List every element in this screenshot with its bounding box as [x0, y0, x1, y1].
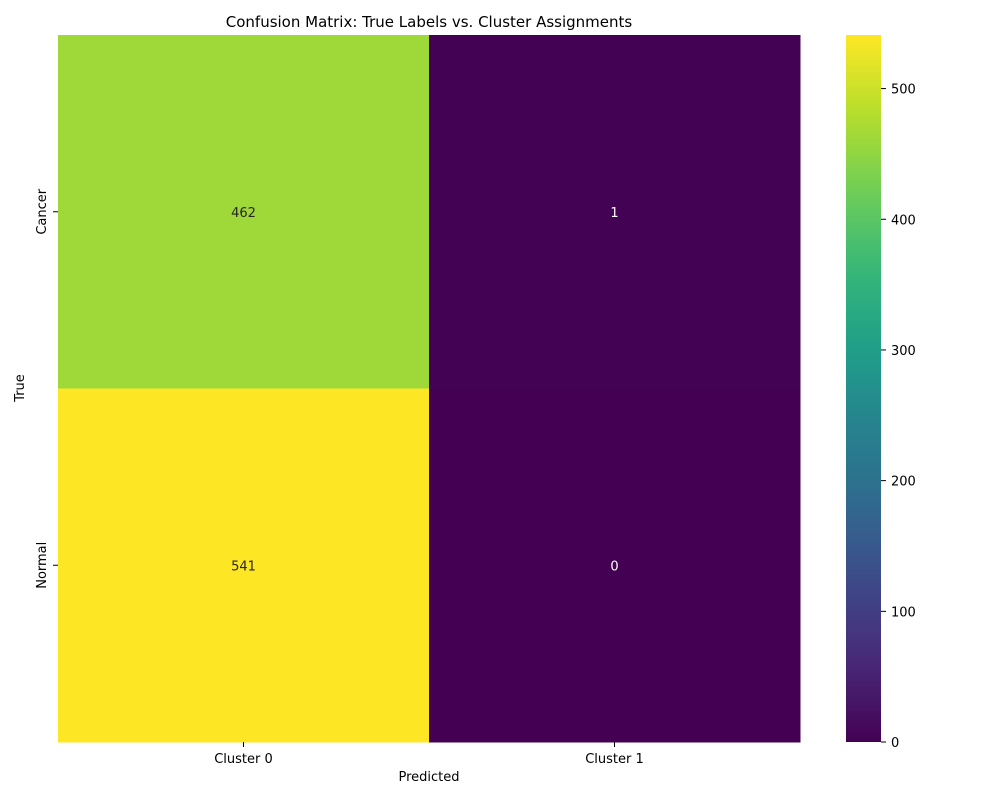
- heatmap-cells: [58, 35, 801, 743]
- heatmap-cell-cancer-0: [58, 35, 430, 389]
- colorbar: 0 100 200 300 400 500: [846, 35, 916, 751]
- heatmap-cell-normal-1: [429, 388, 801, 743]
- cell-value-label: 0: [610, 559, 618, 574]
- colorbar-tick-label: 500: [891, 83, 916, 98]
- colorbar-tick-label: 400: [891, 213, 916, 228]
- x-tick-label: Cluster 1: [585, 752, 644, 767]
- colorbar-tick-label: 300: [891, 344, 916, 359]
- heatmap-cell-labels: 462 1 541 0: [231, 206, 619, 575]
- heatmap-cell-cancer-1: [429, 35, 801, 389]
- y-tick-label: Cancer: [35, 188, 50, 234]
- colorbar-tick-label: 0: [891, 736, 899, 751]
- x-axis: Cluster 0 Cluster 1: [214, 742, 644, 767]
- y-axis: Cancer Normal: [35, 188, 58, 589]
- cell-value-label: 462: [231, 206, 256, 221]
- colorbar-tick-label: 200: [891, 475, 916, 490]
- cell-value-label: 541: [231, 559, 256, 574]
- chart-title: Confusion Matrix: True Labels vs. Cluste…: [226, 13, 633, 31]
- x-axis-label: Predicted: [398, 770, 459, 785]
- heatmap-cell-normal-0: [58, 388, 430, 743]
- colorbar-gradient: [846, 35, 881, 742]
- x-tick-label: Cluster 0: [214, 752, 273, 767]
- cell-value-label: 1: [610, 206, 618, 221]
- y-tick-label: Normal: [35, 542, 50, 589]
- colorbar-tick-label: 100: [891, 605, 916, 620]
- y-axis-label: True: [13, 374, 28, 403]
